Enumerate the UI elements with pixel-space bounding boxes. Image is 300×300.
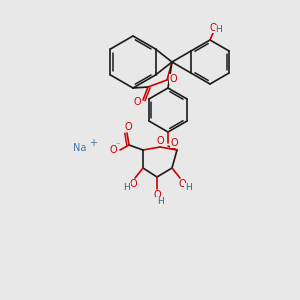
Text: O: O [133, 97, 141, 107]
Text: H: H [216, 26, 222, 34]
Text: O: O [129, 179, 137, 189]
Text: O: O [178, 179, 186, 189]
Text: O: O [124, 122, 132, 132]
Text: ⁻: ⁻ [116, 140, 120, 149]
Text: +: + [89, 138, 97, 148]
Text: H: H [157, 197, 164, 206]
Text: O: O [153, 190, 161, 200]
Text: O: O [109, 145, 117, 155]
Text: O: O [170, 138, 178, 148]
Text: H: H [124, 184, 130, 193]
Text: O: O [169, 74, 177, 84]
Text: H: H [184, 184, 191, 193]
Text: O: O [209, 23, 217, 33]
Text: O: O [156, 136, 164, 146]
Text: Na: Na [73, 143, 87, 153]
